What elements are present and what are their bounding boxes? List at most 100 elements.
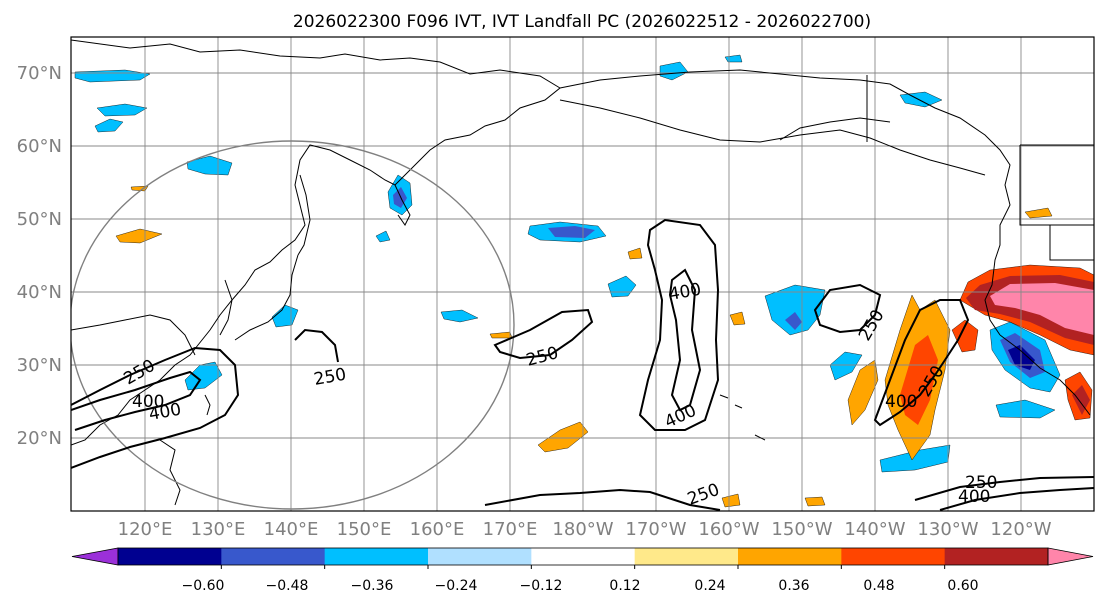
colorbar-cell bbox=[428, 548, 532, 565]
colorbar: −0.60 −0.48 −0.36 −0.24 −0.12 0.12 0.24 … bbox=[71, 547, 1094, 594]
colorbar-cell bbox=[841, 548, 946, 565]
contour-250-south bbox=[484, 488, 721, 511]
colorbar-tick-label: 0.60 bbox=[947, 578, 978, 594]
ivt-shading bbox=[74, 54, 1094, 508]
negative-anomaly-patch bbox=[785, 312, 802, 330]
positive-anomaly-patch bbox=[951, 319, 979, 353]
taiwan-coastline bbox=[204, 394, 211, 416]
colorbar-extension-high bbox=[1047, 547, 1094, 566]
positive-anomaly-patch bbox=[627, 247, 643, 260]
colorbar-tick-label: 0.24 bbox=[694, 578, 725, 594]
lon-label: 170°W bbox=[625, 519, 686, 540]
colorbar-cell bbox=[324, 548, 429, 565]
colorbar-tick-label: 0.36 bbox=[778, 578, 809, 594]
contour-250-ar bbox=[873, 299, 970, 427]
lon-label: 150°W bbox=[771, 519, 832, 540]
latitude-labels: 70°N 60°N 50°N 40°N 30°N 20°N bbox=[17, 63, 62, 449]
colorbar-cell bbox=[221, 548, 326, 565]
lon-label: 180°W bbox=[552, 519, 613, 540]
contour-250-japan bbox=[294, 328, 339, 363]
negative-anomaly-patch bbox=[995, 399, 1056, 419]
colorbar-tick-label: −0.24 bbox=[435, 578, 478, 594]
colorbar-cell bbox=[944, 548, 1049, 565]
lat-label: 30°N bbox=[17, 355, 62, 376]
colorbar-tick-labels: −0.60 −0.48 −0.36 −0.24 −0.12 0.12 0.24 … bbox=[182, 578, 979, 594]
lon-label: 130°W bbox=[917, 519, 978, 540]
negative-anomaly-patch bbox=[94, 118, 124, 133]
contour-250-meridional bbox=[638, 218, 720, 431]
japan-coastline bbox=[234, 254, 299, 341]
contour-400-west bbox=[71, 370, 202, 431]
map-frame bbox=[70, 36, 1095, 512]
colorbar-tick-label: −0.48 bbox=[266, 578, 309, 594]
colorbar-cell bbox=[531, 548, 636, 565]
contour-250-west bbox=[71, 346, 240, 469]
colorbar-tick-label: −0.12 bbox=[520, 578, 563, 594]
lat-label: 40°N bbox=[17, 282, 62, 303]
lat-label: 50°N bbox=[17, 209, 62, 230]
positive-anomaly-patch bbox=[1072, 385, 1090, 415]
korea-coastline bbox=[219, 279, 233, 336]
longitude-labels: 120°E 130°E 140°E 150°E 160°E 170°E 180°… bbox=[118, 519, 1052, 540]
lon-label: 130°E bbox=[191, 519, 246, 540]
colorbar-frame bbox=[117, 547, 1049, 566]
positive-anomaly-patch bbox=[721, 493, 741, 508]
negative-anomaly-patch bbox=[271, 304, 299, 328]
colorbar-extension-low bbox=[71, 547, 119, 566]
negative-anomaly-patch bbox=[829, 351, 863, 381]
colorbar-tick-label: 0.12 bbox=[609, 578, 640, 594]
kamchatka-coastline bbox=[394, 184, 411, 226]
contour-label: 250 bbox=[965, 473, 997, 493]
positive-anomaly-patch bbox=[804, 496, 826, 507]
colorbar-tick-label: −0.60 bbox=[182, 578, 225, 594]
alaska-peninsula bbox=[779, 117, 891, 141]
colorbar-tick-label: −0.36 bbox=[351, 578, 394, 594]
aleutian-chain bbox=[559, 99, 986, 176]
contour-label: 400 bbox=[132, 392, 164, 412]
lon-label: 140°W bbox=[844, 519, 905, 540]
alaska-coastline bbox=[559, 69, 1011, 336]
negative-anomaly-patch bbox=[1008, 345, 1035, 370]
us-states-border bbox=[1019, 145, 1094, 261]
colorbar-cell bbox=[634, 548, 739, 565]
contour-labels: 250 250 250 250 250 250 250 400 400 400 … bbox=[121, 280, 998, 510]
lon-label: 170°E bbox=[483, 519, 538, 540]
asia-coastline bbox=[71, 39, 561, 446]
figure-title: 2026022300 F096 IVT, IVT Landfall PC (20… bbox=[293, 12, 871, 32]
negative-anomaly-patch bbox=[375, 230, 391, 243]
negative-anomaly-patch bbox=[186, 155, 233, 176]
lat-label: 60°N bbox=[17, 136, 62, 157]
contour-label: 400 bbox=[958, 487, 990, 507]
ivt-contours bbox=[71, 218, 1094, 511]
negative-anomaly-patch bbox=[440, 309, 479, 323]
focus-circle bbox=[71, 140, 515, 510]
map-panel: 250 250 250 250 250 250 250 400 400 400 … bbox=[71, 37, 1094, 511]
graticule bbox=[71, 37, 1094, 511]
positive-anomaly-patch bbox=[900, 335, 938, 425]
negative-anomaly-patch bbox=[96, 103, 148, 117]
colorbar-cell bbox=[738, 548, 842, 565]
positive-anomaly-patch bbox=[847, 359, 879, 426]
contour-400-se bbox=[939, 487, 1094, 511]
canada-border bbox=[866, 75, 1094, 146]
coastlines bbox=[71, 39, 1094, 506]
negative-anomaly-patch bbox=[764, 284, 826, 336]
lon-label: 150°E bbox=[337, 519, 392, 540]
colorbar-cells bbox=[71, 547, 1094, 569]
colorbar-cell bbox=[118, 548, 222, 565]
positive-anomaly-patch bbox=[115, 228, 163, 244]
sakhalin-coastline bbox=[297, 174, 311, 256]
contour-label: 400 bbox=[885, 392, 917, 412]
positive-anomaly-patch bbox=[990, 283, 1094, 335]
positive-anomaly-patch bbox=[537, 421, 589, 453]
contour-250-central bbox=[493, 308, 594, 360]
colorbar-tick-label: 0.48 bbox=[863, 578, 894, 594]
hawaii-islands bbox=[719, 394, 766, 441]
china-coastline bbox=[71, 314, 196, 356]
mexico-coastline bbox=[999, 334, 1091, 416]
lat-label: 70°N bbox=[17, 63, 62, 84]
contour-250-se bbox=[914, 476, 1094, 501]
lon-label: 140°E bbox=[264, 519, 319, 540]
positive-anomaly-patch bbox=[729, 311, 746, 326]
